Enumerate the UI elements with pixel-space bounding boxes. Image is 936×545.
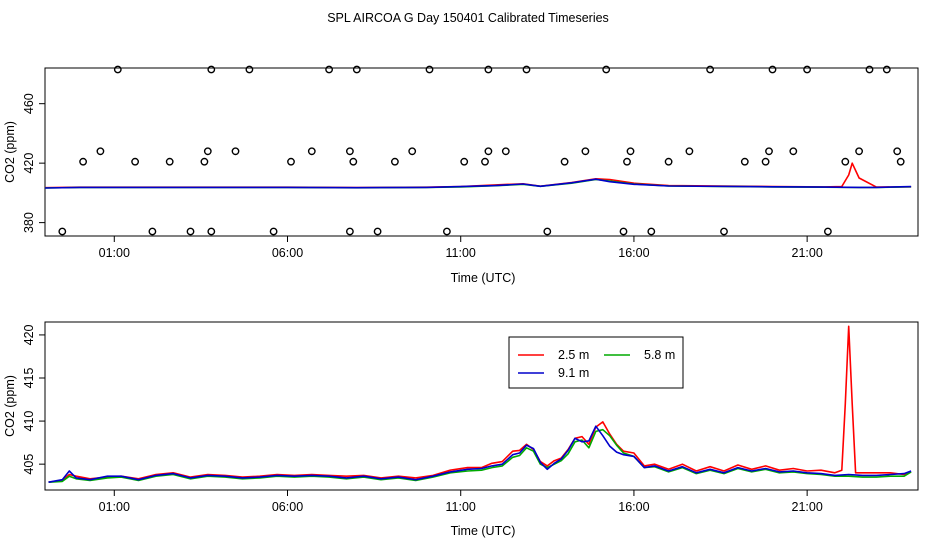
data-point bbox=[789, 147, 798, 156]
data-point bbox=[706, 65, 714, 74]
data-point bbox=[307, 147, 316, 156]
data-point bbox=[865, 65, 874, 74]
legend-box bbox=[508, 336, 684, 389]
x-axis-label: Time (UTC) bbox=[451, 524, 516, 538]
y-tick-label: 420 bbox=[22, 324, 36, 345]
data-point bbox=[841, 157, 850, 166]
data-point bbox=[460, 157, 469, 166]
data-point bbox=[113, 65, 122, 74]
x-tick-label: 16:00 bbox=[618, 500, 649, 514]
data-point bbox=[882, 65, 891, 74]
data-point bbox=[765, 147, 773, 156]
data-point bbox=[740, 157, 749, 166]
data-point bbox=[96, 147, 105, 156]
series-line-9-1-m bbox=[48, 425, 912, 483]
data-point bbox=[207, 65, 216, 74]
data-point bbox=[560, 157, 569, 166]
data-point bbox=[647, 227, 656, 236]
data-point bbox=[148, 227, 157, 236]
data-point bbox=[200, 157, 209, 166]
legend-label: 9.1 m bbox=[558, 366, 589, 380]
data-point bbox=[855, 147, 863, 156]
data-point bbox=[287, 157, 295, 166]
data-point bbox=[165, 157, 174, 166]
y-tick-label: 415 bbox=[22, 368, 36, 389]
data-point bbox=[186, 227, 195, 236]
data-point bbox=[761, 157, 770, 166]
data-point bbox=[373, 227, 382, 236]
plot-frame bbox=[44, 321, 919, 491]
data-point bbox=[245, 65, 254, 74]
x-tick-label: 21:00 bbox=[792, 500, 823, 514]
data-point bbox=[824, 227, 832, 236]
data-point bbox=[602, 65, 611, 74]
data-point bbox=[269, 227, 278, 236]
data-point bbox=[893, 147, 902, 156]
data-point bbox=[207, 227, 216, 236]
data-point bbox=[501, 147, 510, 156]
co2-all-points-panel: Time (UTC) CO2 (ppm) 01:00 06:00 11:00 16:0… bbox=[3, 65, 919, 285]
legend-label: 5.8 m bbox=[644, 348, 675, 362]
data-point bbox=[325, 65, 333, 74]
y-axis-label: CO2 (ppm) bbox=[3, 121, 17, 183]
plot-frame bbox=[44, 67, 919, 237]
data-point bbox=[345, 147, 354, 156]
data-point bbox=[442, 227, 451, 236]
data-point bbox=[352, 65, 361, 74]
x-axis-label: Time (UTC) bbox=[451, 271, 516, 285]
y-tick-label: 460 bbox=[22, 93, 36, 114]
data-point bbox=[581, 147, 590, 156]
series-line-2-5-m bbox=[48, 325, 912, 483]
x-tick-label: 11:00 bbox=[446, 246, 476, 260]
data-point bbox=[131, 157, 140, 166]
y-axis-label: CO2 (ppm) bbox=[3, 375, 17, 437]
x-tick-label: 11:00 bbox=[446, 500, 476, 514]
data-point bbox=[896, 157, 905, 166]
data-point bbox=[481, 157, 489, 166]
data-point bbox=[626, 147, 635, 156]
data-point bbox=[522, 65, 531, 74]
legend-label: 2.5 m bbox=[558, 348, 589, 362]
data-point bbox=[484, 65, 493, 74]
series-line-ff0000 bbox=[44, 162, 912, 189]
x-tick-label: 16:00 bbox=[618, 246, 649, 260]
data-point bbox=[803, 65, 811, 74]
y-tick-label: 410 bbox=[22, 411, 36, 432]
x-tick-label: 06:00 bbox=[272, 500, 303, 514]
data-point bbox=[58, 227, 67, 236]
x-tick-label: 21:00 bbox=[792, 246, 823, 260]
y-tick-label: 380 bbox=[22, 212, 36, 233]
data-point bbox=[623, 157, 631, 166]
figure-title: SPL AIRCOA G Day 150401 Calibrated Times… bbox=[327, 11, 609, 25]
data-point bbox=[203, 147, 212, 156]
data-point bbox=[543, 227, 552, 236]
legend: 2.5 m 9.1 m 5.8 m bbox=[508, 336, 684, 389]
x-tick-label: 01:00 bbox=[99, 500, 130, 514]
data-point bbox=[484, 147, 493, 156]
data-point bbox=[390, 157, 399, 166]
data-point bbox=[720, 227, 728, 236]
series-line-0000cc bbox=[44, 178, 912, 189]
data-point bbox=[231, 147, 240, 156]
x-tick-label: 06:00 bbox=[272, 246, 303, 260]
data-point bbox=[349, 157, 358, 166]
data-point bbox=[619, 227, 628, 236]
data-point bbox=[345, 227, 354, 236]
data-point bbox=[768, 65, 777, 74]
y-tick-label: 420 bbox=[22, 153, 36, 174]
data-point bbox=[685, 147, 694, 156]
data-point bbox=[664, 157, 673, 166]
co2-by-height-panel: Time (UTC) CO2 (ppm) 2.5 m 9.1 m 5.8 m 01:… bbox=[3, 321, 919, 538]
y-tick-label: 405 bbox=[22, 454, 36, 475]
data-point bbox=[425, 65, 434, 74]
series-line-5-8-m bbox=[48, 428, 912, 483]
data-point bbox=[79, 157, 88, 166]
x-tick-label: 01:00 bbox=[99, 246, 130, 260]
data-point bbox=[408, 147, 417, 156]
